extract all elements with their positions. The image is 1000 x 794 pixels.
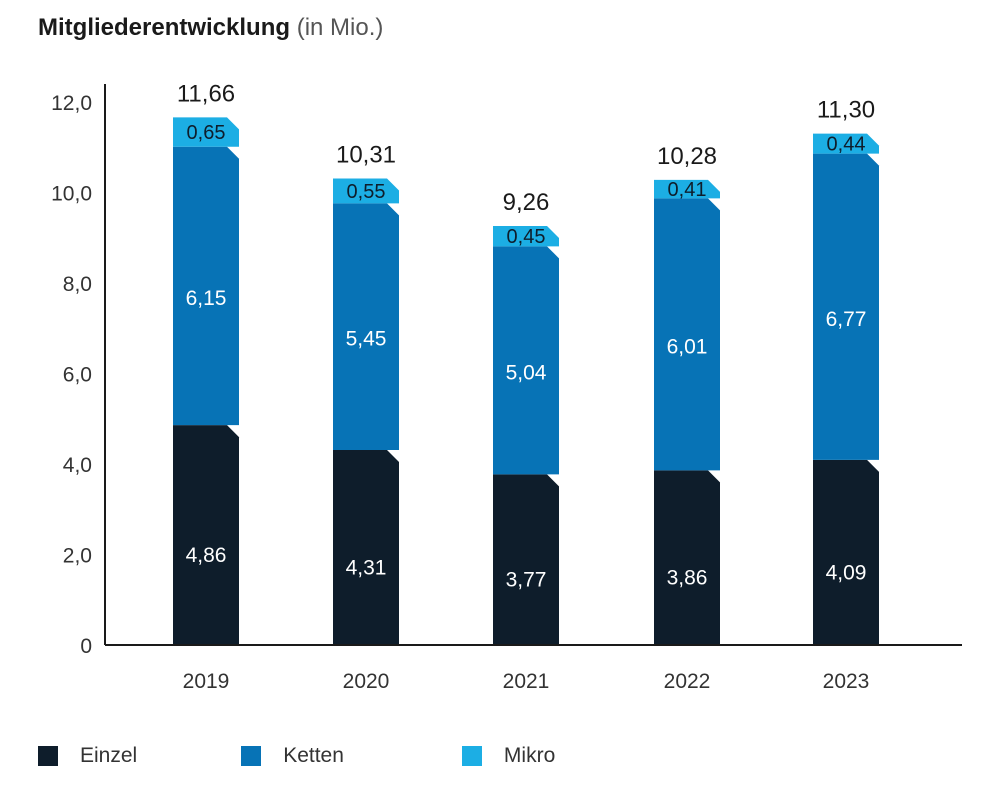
data-label-mikro-2019: 0,65 bbox=[187, 122, 226, 144]
data-label-mikro-2021: 0,45 bbox=[507, 226, 546, 248]
total-label-2023: 11,30 bbox=[817, 97, 875, 124]
legend: Einzel Ketten Mikro bbox=[38, 744, 555, 768]
bar-segment-einzel-2020 bbox=[333, 449, 399, 645]
legend-swatch-mikro bbox=[461, 746, 482, 766]
data-label-ketten-2022: 6,01 bbox=[667, 335, 708, 358]
data-label-ketten-2023: 6,77 bbox=[826, 308, 867, 331]
chart-title: Mitgliederentwicklung (in Mio.) bbox=[38, 14, 383, 42]
bar-segment-einzel-2023 bbox=[813, 459, 879, 645]
y-tick-label: 8,0 bbox=[63, 273, 92, 296]
x-tick-label-2020: 2020 bbox=[343, 670, 390, 693]
data-label-einzel-2023: 4,09 bbox=[826, 561, 867, 584]
y-tick-label: 10,0 bbox=[51, 183, 92, 206]
bar-segment-ketten-2020 bbox=[333, 203, 399, 450]
data-label-mikro-2020: 0,55 bbox=[347, 181, 386, 203]
data-label-ketten-2021: 5,04 bbox=[506, 361, 547, 384]
bar-segment-mikro-2023 bbox=[813, 133, 879, 154]
legend-item-mikro: Mikro bbox=[461, 744, 556, 768]
legend-swatch-ketten bbox=[241, 746, 262, 766]
bar-segment-ketten-2023 bbox=[813, 153, 879, 460]
stacked-bar-chart: 0 2,0 4,0 6,0 8,0 10,0 12,0 4,86 6,15 0,65 11,66 20… bbox=[51, 80, 962, 693]
legend-label-ketten: Ketten bbox=[283, 744, 344, 767]
legend-swatch-einzel bbox=[38, 746, 58, 766]
data-label-mikro-2022: 0,41 bbox=[668, 179, 707, 201]
data-label-mikro-2023: 0,44 bbox=[827, 134, 866, 156]
data-label-ketten-2020: 5,45 bbox=[346, 328, 387, 351]
bar-segment-ketten-2021 bbox=[493, 246, 559, 475]
chart-title-main: Mitgliederentwicklung bbox=[38, 14, 291, 41]
total-label-2020: 10,31 bbox=[336, 141, 396, 168]
y-tick-label: 12,0 bbox=[51, 92, 92, 115]
bar-segment-mikro-2021 bbox=[493, 225, 559, 247]
bar-segment-mikro-2019 bbox=[173, 117, 239, 147]
legend-item-ketten: Ketten bbox=[241, 744, 344, 768]
bar-segment-mikro-2022 bbox=[654, 179, 720, 199]
y-tick-label: 4,0 bbox=[63, 454, 92, 477]
total-label-2019: 11,66 bbox=[177, 80, 235, 107]
bar-segment-ketten-2022 bbox=[654, 198, 720, 471]
data-label-einzel-2022: 3,86 bbox=[667, 567, 708, 590]
legend-item-einzel: Einzel bbox=[38, 744, 137, 768]
bar-segment-einzel-2021 bbox=[493, 474, 559, 645]
data-label-einzel-2021: 3,77 bbox=[506, 569, 547, 592]
x-tick-label-2022: 2022 bbox=[664, 670, 711, 693]
total-label-2021: 9,26 bbox=[503, 189, 550, 216]
data-label-ketten-2019: 6,15 bbox=[186, 287, 227, 310]
data-label-einzel-2020: 4,31 bbox=[346, 556, 387, 579]
bar-segment-einzel-2022 bbox=[654, 470, 720, 645]
y-tick-label: 2,0 bbox=[63, 545, 92, 568]
legend-label-mikro: Mikro bbox=[503, 744, 556, 767]
x-tick-label-2019: 2019 bbox=[183, 670, 230, 693]
data-label-einzel-2019: 4,86 bbox=[186, 544, 227, 567]
total-label-2022: 10,28 bbox=[657, 143, 717, 170]
bar-segment-ketten-2019 bbox=[173, 146, 239, 426]
x-tick-label-2021: 2021 bbox=[503, 670, 550, 693]
chart-title-unit: (in Mio.) bbox=[296, 14, 384, 41]
x-tick-label-2023: 2023 bbox=[823, 670, 870, 693]
bar-segment-mikro-2020 bbox=[333, 178, 399, 204]
bar-segment-einzel-2019 bbox=[173, 425, 239, 645]
legend-label-einzel: Einzel bbox=[80, 744, 138, 767]
y-tick-label: 0 bbox=[80, 635, 92, 658]
y-tick-label: 6,0 bbox=[63, 364, 92, 387]
